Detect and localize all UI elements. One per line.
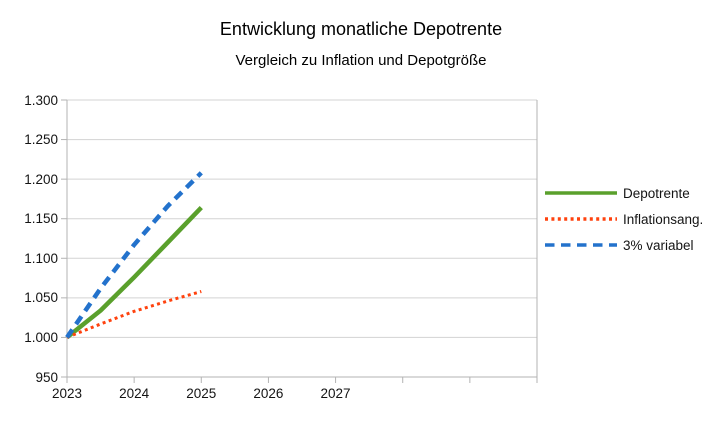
y-tick-label: 1.000 <box>24 329 58 345</box>
legend-line-swatch <box>545 191 617 195</box>
chart-title: Entwicklung monatliche Depotrente <box>219 19 503 39</box>
x-tick-label: 2023 <box>51 386 83 401</box>
x-tick-label: 2026 <box>253 386 284 401</box>
legend-label: Inflationsang. <box>623 211 704 227</box>
legend: Depotrente Inflationsang. 3% variabel <box>545 180 703 258</box>
y-tick-label: 1.300 <box>24 92 58 108</box>
y-tick-label: 1.050 <box>24 290 58 306</box>
legend-item-depotrente: Depotrente <box>545 180 703 206</box>
y-tick-label: 950 <box>35 369 58 385</box>
series-line-3-variabel <box>65 171 203 339</box>
chart-subtitle: Vergleich zu Inflation und Depotgröße <box>235 52 487 69</box>
y-tick-label: 1.100 <box>24 250 58 266</box>
legend-line-swatch <box>545 243 617 247</box>
legend-item-3-variabel: 3% variabel <box>545 232 703 258</box>
y-tick-label: 1.250 <box>24 132 58 148</box>
x-tick-label: 2025 <box>186 386 217 401</box>
legend-label: Depotrente <box>623 185 690 201</box>
legend-label: 3% variabel <box>623 237 694 253</box>
x-tick-label: 2027 <box>320 386 351 401</box>
series-line-inflationsang <box>66 290 202 339</box>
legend-line-swatch <box>545 217 617 221</box>
series-line-depotrente <box>65 206 203 340</box>
legend-item-inflationsang: Inflationsang. <box>545 206 703 232</box>
x-tick-label: 2024 <box>119 386 150 401</box>
y-tick-label: 1.150 <box>24 211 58 227</box>
y-tick-label: 1.200 <box>24 171 58 187</box>
